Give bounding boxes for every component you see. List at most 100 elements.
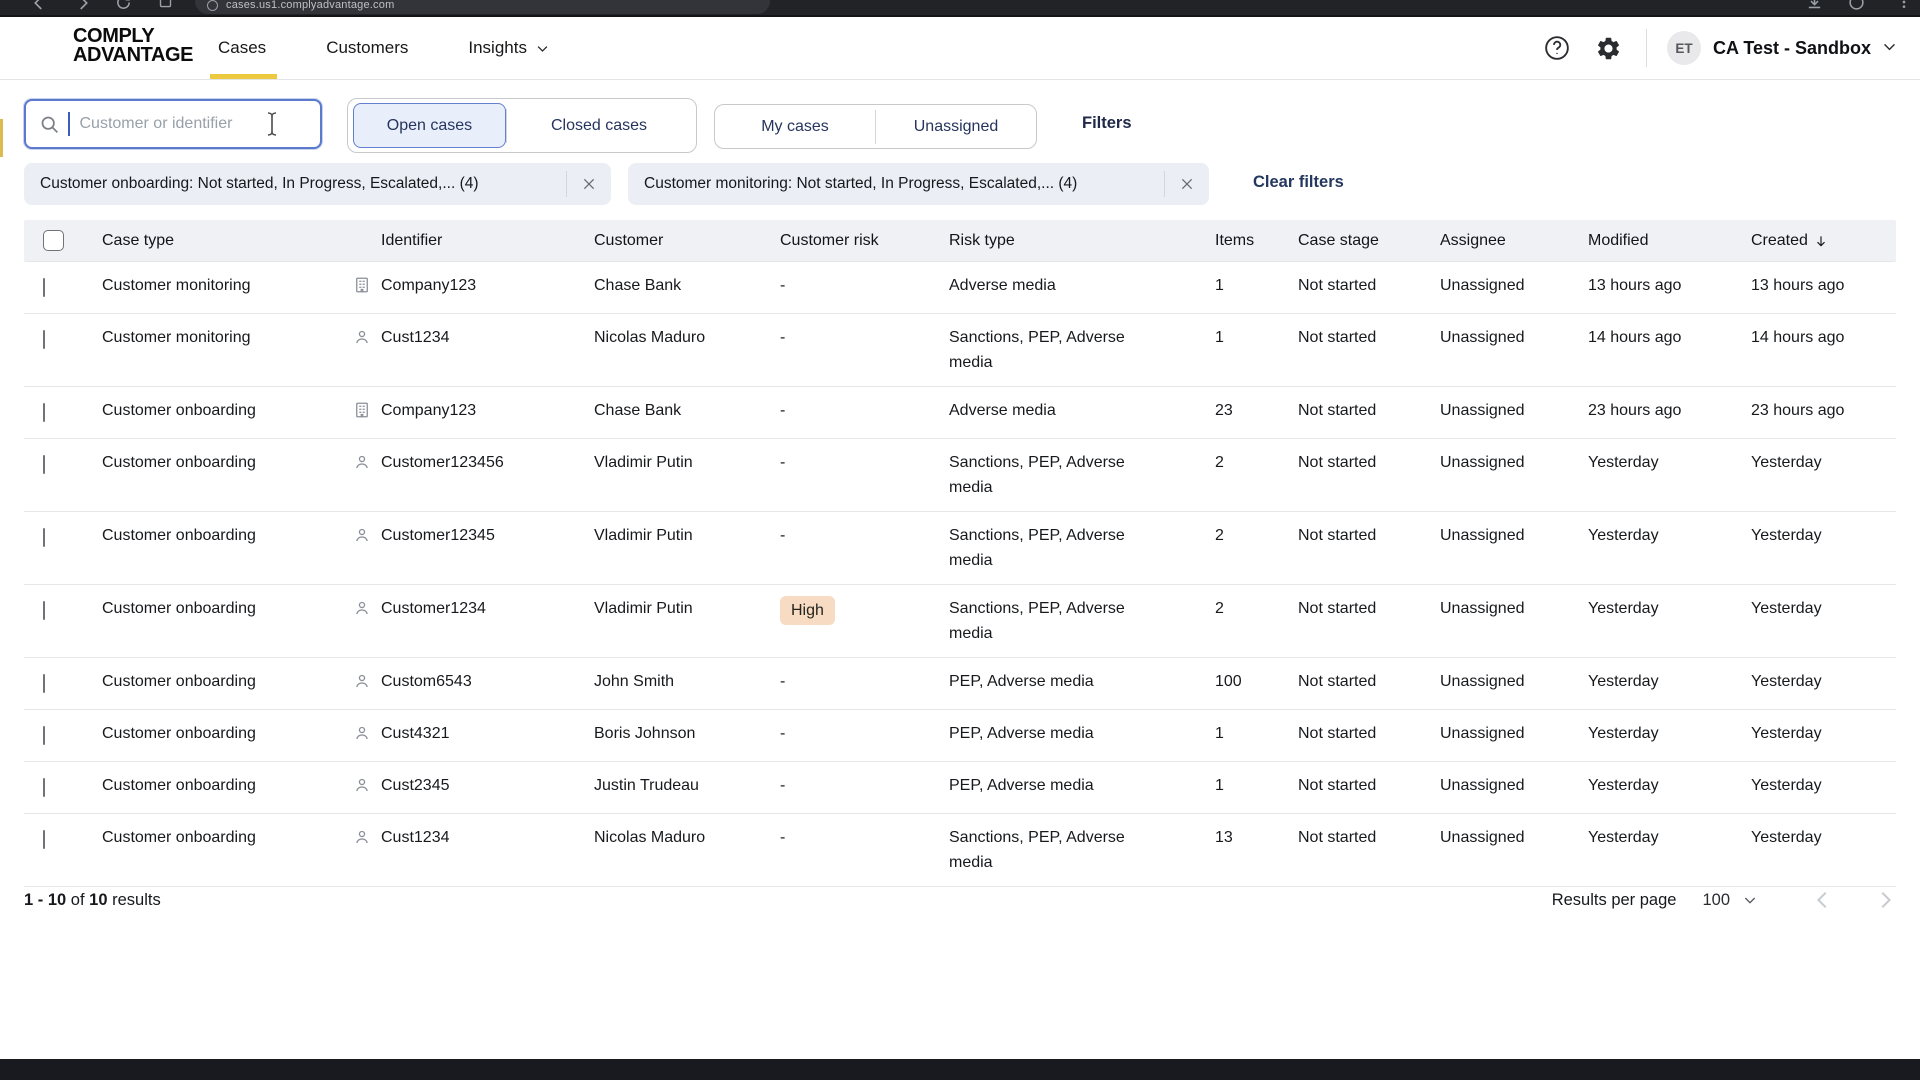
cell-items: 23 [1215, 402, 1233, 419]
previous-page-button[interactable] [1812, 889, 1834, 911]
cell-case-type: Customer onboarding [102, 725, 256, 742]
next-page-button[interactable] [1874, 889, 1896, 911]
browser-download-icon[interactable] [1806, 0, 1823, 11]
column-header-risk-type[interactable]: Risk type [949, 231, 1015, 249]
column-header-customer[interactable]: Customer [594, 231, 664, 249]
column-header-customer-risk[interactable]: Customer risk [780, 231, 879, 249]
person-icon [353, 672, 371, 698]
row-checkbox[interactable] [43, 403, 45, 422]
row-checkbox[interactable] [43, 278, 45, 297]
cell-risk-type: Sanctions, PEP, Adverse media [949, 329, 1125, 371]
cell-modified: Yesterday [1588, 527, 1659, 544]
cell-modified: 23 hours ago [1588, 402, 1682, 419]
browser-back-icon[interactable] [30, 0, 48, 12]
person-icon [353, 724, 371, 750]
table-row[interactable]: Customer onboarding Cust2345 Justin Trud… [24, 762, 1896, 814]
segment-divider [875, 109, 876, 144]
open-cases-button[interactable]: Open cases [353, 103, 506, 148]
column-header-identifier[interactable]: Identifier [381, 231, 443, 249]
chip-close-icon[interactable] [1165, 163, 1209, 205]
cell-case-stage: Not started [1298, 329, 1377, 346]
chevron-down-icon [537, 45, 548, 52]
tab-cases[interactable]: Cases [218, 38, 267, 57]
cell-case-stage: Not started [1298, 402, 1377, 419]
cell-customer: Vladimir Putin [594, 527, 693, 544]
cell-customer: Chase Bank [594, 402, 682, 419]
table-row[interactable]: Customer monitoring Company123 Chase Ban… [24, 262, 1896, 314]
cell-customer-risk: - [780, 829, 786, 846]
tab-insights-label: Insights [468, 38, 527, 57]
unassigned-button[interactable]: Unassigned [913, 117, 999, 135]
identifier-text: Customer12345 [381, 527, 495, 544]
cell-case-stage: Not started [1298, 829, 1377, 846]
cell-assignee: Unassigned [1440, 673, 1525, 690]
filter-chip-label: Customer monitoring: Not started, In Pro… [644, 175, 1078, 192]
table-row[interactable]: Customer onboarding Cust4321 Boris Johns… [24, 710, 1896, 762]
row-checkbox[interactable] [43, 726, 45, 745]
cell-risk-type: PEP, Adverse media [949, 673, 1094, 690]
tab-customers[interactable]: Customers [326, 38, 409, 57]
identifier-text: Customer1234 [381, 600, 486, 617]
browser-menu-icon[interactable] [1896, 0, 1912, 10]
cell-case-stage: Not started [1298, 673, 1377, 690]
filter-chip-onboarding[interactable]: Customer onboarding: Not started, In Pro… [24, 163, 611, 205]
table-row[interactable]: Customer onboarding Customer1234 Vladimi… [24, 585, 1896, 658]
cell-customer-risk: - [780, 673, 786, 690]
column-header-items[interactable]: Items [1215, 231, 1255, 249]
cell-created: Yesterday [1751, 829, 1822, 846]
chip-close-icon[interactable] [567, 163, 611, 205]
row-checkbox[interactable] [43, 330, 45, 349]
results-total: 10 [89, 890, 108, 909]
filters-button[interactable]: Filters [1082, 114, 1132, 132]
cell-customer-risk: - [780, 527, 786, 544]
tab-insights[interactable]: Insights [468, 38, 550, 58]
table-row[interactable]: Customer onboarding Custom6543 John Smit… [24, 658, 1896, 710]
user-avatar[interactable]: ET [1666, 31, 1701, 65]
my-cases-button[interactable]: My cases [761, 117, 829, 135]
row-checkbox[interactable] [43, 778, 45, 797]
cell-case-stage: Not started [1298, 277, 1377, 294]
browser-chrome: cases.us1.complyadvantage.com [0, 0, 1920, 17]
help-icon[interactable] [1542, 33, 1572, 63]
column-header-created[interactable]: Created [1751, 232, 1896, 250]
row-checkbox[interactable] [43, 455, 45, 474]
chip-divider [1164, 171, 1165, 197]
complyadvantage-logo[interactable]: COMPLY ADVANTAGE [73, 26, 194, 65]
row-checkbox[interactable] [43, 601, 45, 620]
created-label: Created [1751, 231, 1808, 249]
table-row[interactable]: Customer onboarding Customer123456 Vladi… [24, 439, 1896, 512]
browser-address-bar[interactable]: cases.us1.complyadvantage.com [195, 0, 770, 14]
cell-case-stage: Not started [1298, 527, 1377, 544]
row-checkbox[interactable] [43, 830, 45, 849]
app-header: COMPLY ADVANTAGE Cases Customers Insight… [0, 17, 1920, 80]
cell-case-type: Customer monitoring [102, 277, 251, 294]
account-chevron-down-icon[interactable] [1881, 38, 1898, 60]
table-row[interactable]: Customer onboarding Company123 Chase Ban… [24, 387, 1896, 439]
chevron-right-icon [1881, 891, 1892, 909]
table-row[interactable]: Customer onboarding Customer12345 Vladim… [24, 512, 1896, 585]
account-name[interactable]: CA Test - Sandbox [1712, 37, 1871, 58]
settings-gear-icon[interactable] [1594, 33, 1624, 63]
row-checkbox[interactable] [43, 528, 45, 547]
closed-cases-button[interactable]: Closed cases [550, 116, 648, 134]
column-header-case-stage[interactable]: Case stage [1298, 231, 1379, 249]
cell-identifier: Cust1234 [353, 814, 594, 865]
browser-forward-icon[interactable] [74, 0, 92, 12]
cell-assignee: Unassigned [1440, 329, 1525, 346]
cell-customer: Vladimir Putin [594, 454, 693, 471]
filter-chip-monitoring[interactable]: Customer monitoring: Not started, In Pro… [628, 163, 1209, 205]
column-header-case-type[interactable]: Case type [102, 231, 175, 249]
row-checkbox[interactable] [43, 674, 45, 693]
browser-reload-icon[interactable] [115, 0, 132, 11]
table-row[interactable]: Customer monitoring Cust1234 Nicolas Mad… [24, 314, 1896, 387]
chip-divider [566, 171, 567, 197]
select-all-checkbox[interactable] [24, 230, 102, 251]
results-word: results [112, 890, 161, 909]
table-row[interactable]: Customer onboarding Cust1234 Nicolas Mad… [24, 814, 1896, 887]
column-header-modified[interactable]: Modified [1588, 231, 1649, 249]
column-header-assignee[interactable]: Assignee [1440, 231, 1506, 249]
results-per-page-dropdown[interactable]: 100 [1702, 891, 1758, 910]
clear-filters-button[interactable]: Clear filters [1253, 173, 1344, 191]
browser-install-icon[interactable] [158, 0, 173, 9]
browser-profile-icon[interactable] [1848, 0, 1865, 11]
